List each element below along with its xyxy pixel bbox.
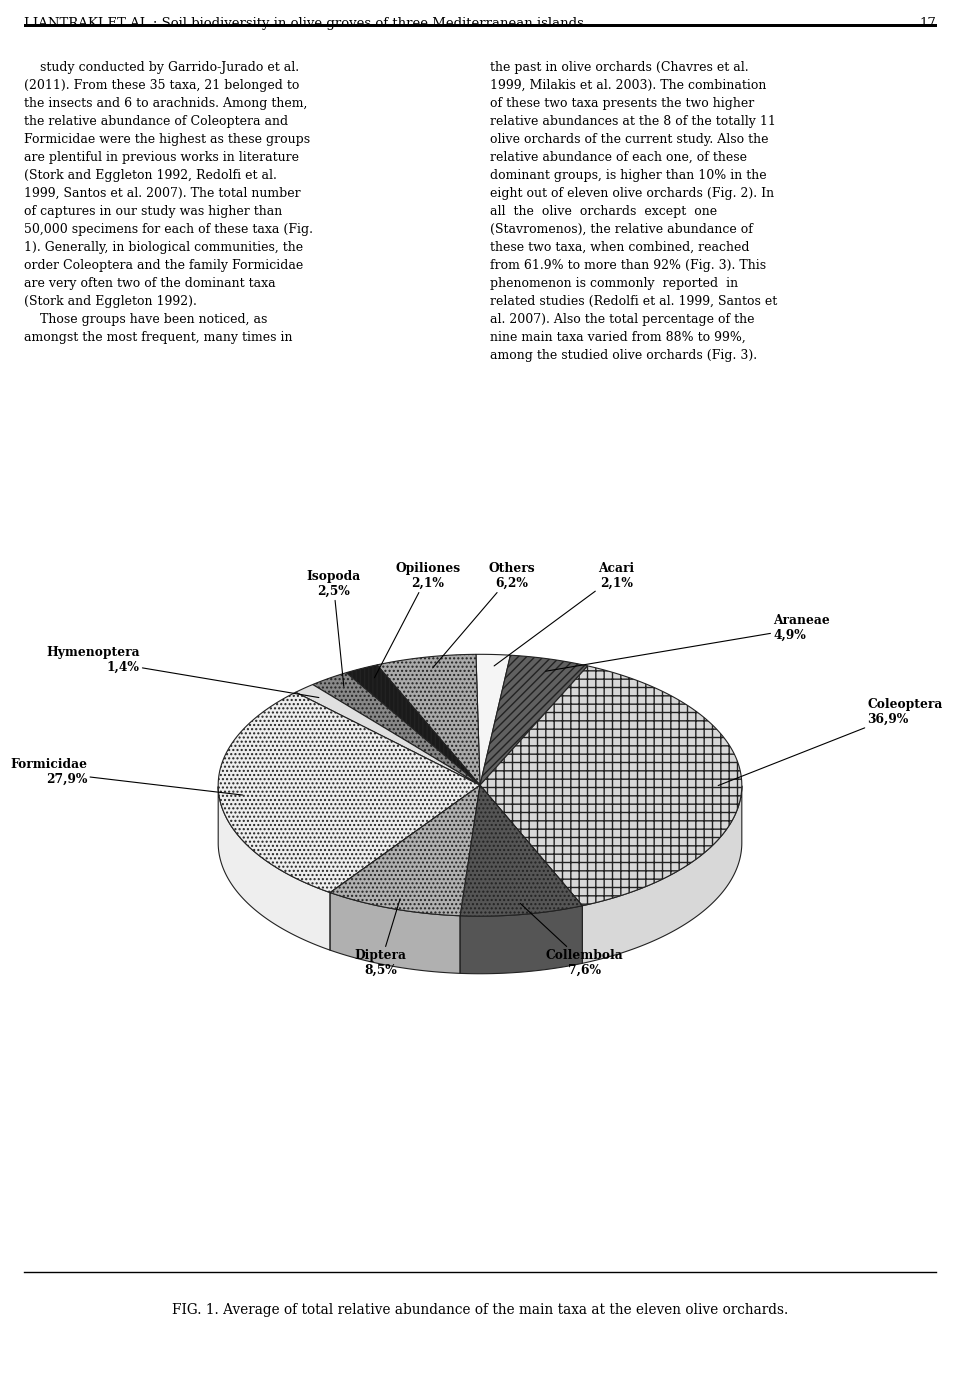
Polygon shape bbox=[330, 785, 480, 950]
Text: Collembola
7,6%: Collembola 7,6% bbox=[520, 903, 624, 978]
Polygon shape bbox=[330, 785, 480, 916]
Text: Others
6,2%: Others 6,2% bbox=[433, 562, 535, 667]
Text: Araneae
4,9%: Araneae 4,9% bbox=[545, 614, 830, 671]
Text: Coleoptera
36,9%: Coleoptera 36,9% bbox=[718, 697, 943, 785]
Polygon shape bbox=[460, 785, 480, 973]
Polygon shape bbox=[313, 673, 480, 785]
Polygon shape bbox=[460, 785, 583, 916]
Text: Diptera
8,5%: Diptera 8,5% bbox=[354, 899, 406, 978]
Polygon shape bbox=[330, 785, 480, 950]
Polygon shape bbox=[296, 685, 480, 785]
Polygon shape bbox=[347, 665, 480, 785]
Text: study conducted by Garrido-Jurado et al.
(2011). From these 35 taxa, 21 belonged: study conducted by Garrido-Jurado et al.… bbox=[24, 60, 313, 345]
Polygon shape bbox=[218, 692, 480, 892]
Polygon shape bbox=[460, 906, 583, 973]
Text: 17: 17 bbox=[919, 16, 936, 30]
Text: Isopoda
2,5%: Isopoda 2,5% bbox=[306, 570, 361, 686]
Text: LIANTRAKI ET AL.: Soil biodiversity in olive groves of three Mediterranean islan: LIANTRAKI ET AL.: Soil biodiversity in o… bbox=[24, 16, 584, 30]
Polygon shape bbox=[460, 785, 480, 973]
Polygon shape bbox=[218, 787, 330, 950]
Polygon shape bbox=[480, 785, 583, 964]
Text: Opiliones
2,1%: Opiliones 2,1% bbox=[374, 562, 460, 678]
Text: the past in olive orchards (Chavres et al.
1999, Milakis et al. 2003). The combi: the past in olive orchards (Chavres et a… bbox=[490, 60, 777, 362]
Polygon shape bbox=[480, 666, 742, 906]
Polygon shape bbox=[330, 892, 460, 973]
Text: Hymenoptera
1,4%: Hymenoptera 1,4% bbox=[46, 645, 319, 697]
Polygon shape bbox=[476, 655, 511, 785]
Polygon shape bbox=[480, 785, 583, 964]
Text: Formicidae
27,9%: Formicidae 27,9% bbox=[11, 758, 243, 795]
Polygon shape bbox=[377, 655, 480, 785]
Polygon shape bbox=[480, 655, 588, 785]
Polygon shape bbox=[583, 785, 742, 964]
Text: FIG. 1. Average of total relative abundance of the main taxa at the eleven olive: FIG. 1. Average of total relative abunda… bbox=[172, 1303, 788, 1317]
Text: Acari
2,1%: Acari 2,1% bbox=[494, 562, 635, 666]
